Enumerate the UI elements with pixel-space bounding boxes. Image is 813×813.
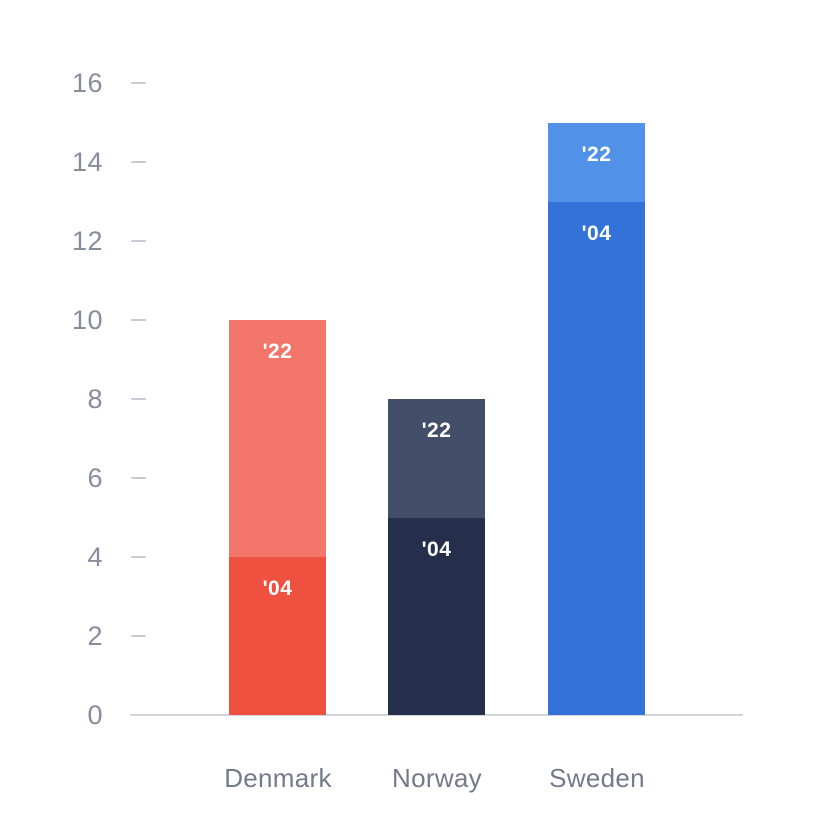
bar-segment-norway-22: '22 <box>388 399 485 518</box>
y-axis-label-2: 2 <box>87 621 103 651</box>
segment-label: '04 <box>581 222 612 245</box>
y-axis-tick-2 <box>131 635 146 637</box>
y-axis-tick-10 <box>131 319 146 321</box>
y-axis-tick-6 <box>131 477 146 479</box>
segment-label: '22 <box>421 419 452 442</box>
y-axis-tick-14 <box>131 161 146 163</box>
x-axis-label-norway: Norway <box>392 763 482 793</box>
y-axis-tick-8 <box>131 398 146 400</box>
y-axis-label-6: 6 <box>87 463 103 493</box>
segment-label: '04 <box>262 577 293 600</box>
segment-label: '22 <box>581 143 612 166</box>
y-axis-tick-12 <box>131 240 146 242</box>
x-axis-label-denmark: Denmark <box>224 763 332 793</box>
segment-label: '04 <box>421 538 452 561</box>
bar-segment-sweden-22: '22 <box>548 123 645 202</box>
y-axis-label-14: 14 <box>71 147 103 177</box>
y-axis-tick-16 <box>131 82 146 84</box>
y-axis-label-10: 10 <box>71 305 103 335</box>
bar-segment-denmark-22: '22 <box>229 320 326 557</box>
y-axis-label-16: 16 <box>71 68 103 98</box>
x-axis-label-sweden: Sweden <box>549 763 645 793</box>
y-axis-label-4: 4 <box>87 542 103 572</box>
y-axis-label-0: 0 <box>87 700 103 730</box>
segment-label: '22 <box>262 340 293 363</box>
y-axis-tick-4 <box>131 556 146 558</box>
bar-segment-norway-04: '04 <box>388 518 485 715</box>
y-axis-label-12: 12 <box>71 226 103 256</box>
bar-segment-denmark-04: '04 <box>229 557 326 715</box>
y-axis-label-8: 8 <box>87 384 103 414</box>
bar-segment-sweden-04: '04 <box>548 202 645 715</box>
